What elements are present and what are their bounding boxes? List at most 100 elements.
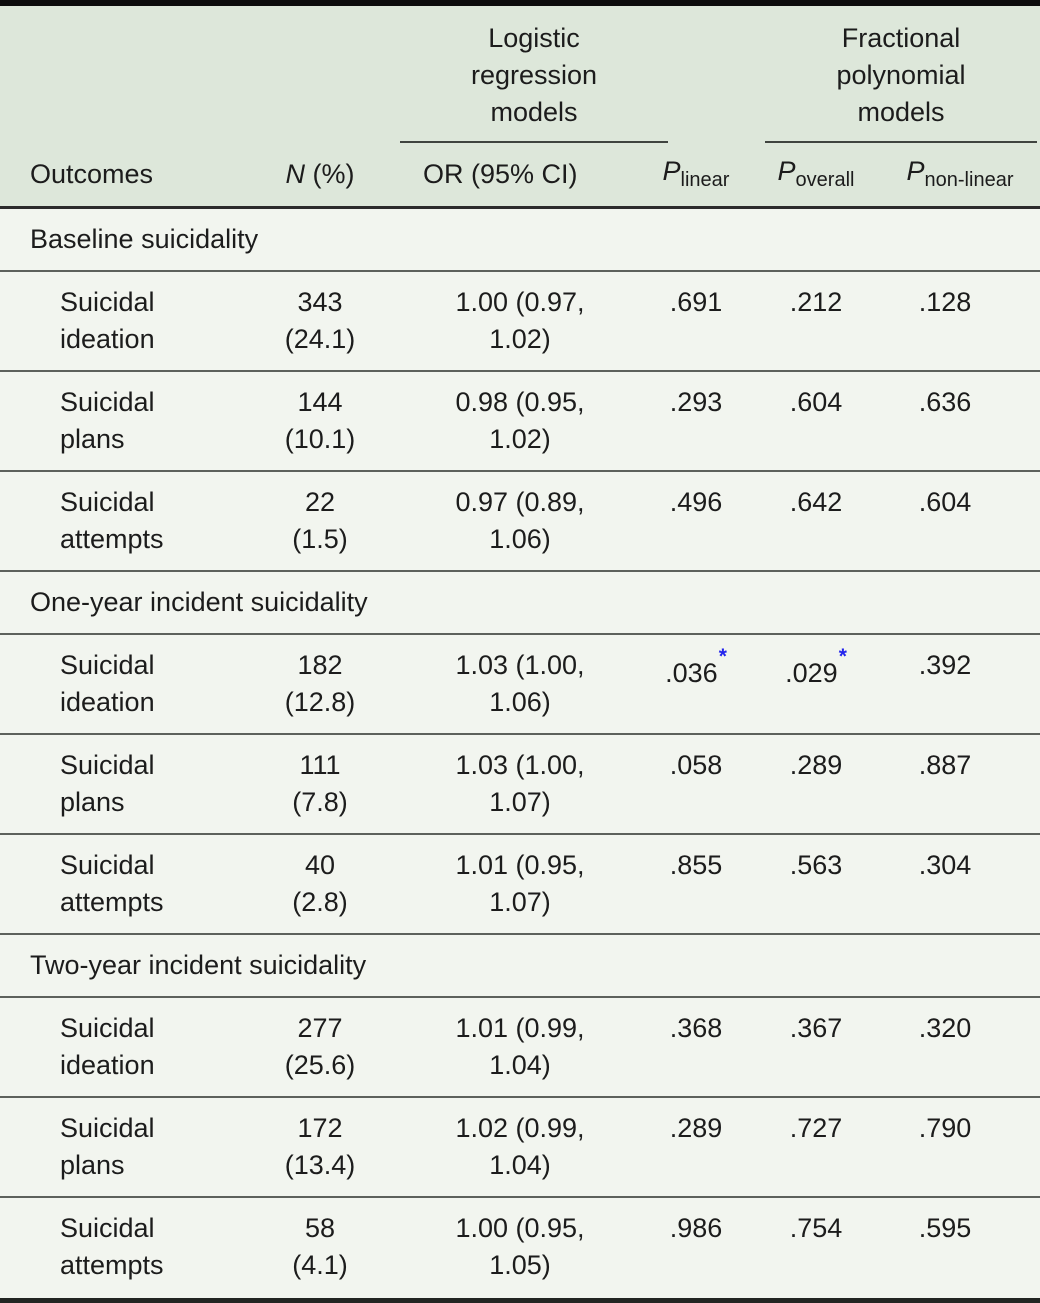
outcome-cell: Suicidal plans [60, 387, 155, 454]
n-percent-line: (13.4) [284, 1150, 356, 1180]
spanner-row: Logistic regression models Fractional po… [0, 20, 1040, 143]
or-ci-line: 1.07) [489, 787, 551, 817]
p-overall-cell: .642 [752, 484, 880, 521]
outcome-cell: Suicidal attempts [60, 487, 164, 554]
p-nonlinear-cell-value: .320 [918, 1013, 972, 1043]
n-symbol: N [285, 159, 306, 189]
n-percent-cell: 58 (4.1) [240, 1210, 400, 1284]
p-overall-cell-value: .029 [785, 658, 838, 688]
or-ci-line: 1.05) [489, 1250, 551, 1280]
p-nonlinear-cell-value: .128 [918, 287, 972, 317]
table-row: Suicidal attempts 22 (1.5) 0.97 (0.89, 1.06)… [0, 472, 1040, 572]
table-row: Suicidal attempts 40 (2.8) 1.01 (0.95, 1.07)… [0, 835, 1040, 935]
p-linear-cell-value: .496 [669, 487, 723, 517]
p-nonlinear-cell: .604 [880, 484, 1040, 521]
outcome-cell: Suicidal ideation [60, 650, 155, 717]
column-header-p-linear: Plinear [640, 153, 752, 193]
p-linear-cell: .289 [640, 1110, 752, 1147]
table-row: Suicidal attempts 58 (4.1) 1.00 (0.95, 1.05)… [0, 1198, 1040, 1298]
or-ci-line: 1.02 (0.99, [455, 1113, 585, 1143]
p-overall-cell-value: .289 [789, 750, 843, 780]
p-linear-subscript: linear [680, 169, 730, 191]
p-overall-subscript: overall [795, 169, 855, 191]
n-percent-line: 144 [297, 387, 343, 417]
spanner-logistic-regression: Logistic regression models [400, 20, 668, 143]
or-ci-line: 1.03 (1.00, [455, 750, 585, 780]
or-ci-line: 1.01 (0.95, [455, 850, 585, 880]
spanner-fractional-polynomial: Fractional polynomial models [765, 20, 1037, 143]
n-percent-line: (12.8) [284, 687, 356, 717]
p-nonlinear-cell: .392 [880, 647, 1040, 684]
p-linear-cell: .368 [640, 1010, 752, 1047]
p-overall-cell: .029* [752, 645, 880, 692]
table-row: Suicidal plans 111 (7.8) 1.03 (1.00, 1.07) .0… [0, 735, 1040, 835]
outcome-cell: Suicidal plans [60, 750, 155, 817]
p-overall-cell-value: .727 [789, 1113, 843, 1143]
p-linear-cell: .058 [640, 747, 752, 784]
table-section: Two-year incident suicidality Suicidal id… [0, 935, 1040, 1298]
or-ci-cell: 0.97 (0.89, 1.06) [400, 484, 640, 558]
column-header-p-nonlinear: Pnon-linear [880, 153, 1040, 193]
p-symbol: P [906, 156, 925, 186]
p-nonlinear-cell: .304 [880, 847, 1040, 884]
p-overall-cell: .727 [752, 1110, 880, 1147]
p-linear-cell: .986 [640, 1210, 752, 1247]
p-nonlinear-cell: .128 [880, 284, 1040, 321]
n-percent-cell: 111 (7.8) [240, 747, 400, 821]
p-nonlinear-cell: .790 [880, 1110, 1040, 1147]
p-symbol: P [777, 156, 796, 186]
or-ci-cell: 1.00 (0.97, 1.02) [400, 284, 640, 358]
column-header-n: N (%) [240, 156, 400, 193]
or-ci-line: 1.03 (1.00, [455, 650, 585, 680]
p-linear-cell: .496 [640, 484, 752, 521]
significance-star: * [838, 645, 847, 668]
n-percent-cell: 172 (13.4) [240, 1110, 400, 1184]
or-ci-line: 1.01 (0.99, [455, 1013, 585, 1043]
n-percent-cell: 22 (1.5) [240, 484, 400, 558]
or-ci-line: 1.04) [489, 1150, 551, 1180]
outcome-cell: Suicidal attempts [60, 850, 164, 917]
p-nonlinear-cell: .887 [880, 747, 1040, 784]
p-linear-cell: .691 [640, 284, 752, 321]
table-section: One-year incident suicidality Suicidal id… [0, 572, 1040, 935]
table-body: Baseline suicidality Suicidal ideation 343… [0, 209, 1040, 1298]
p-linear-cell-value: .368 [669, 1013, 723, 1043]
n-percent-line: 40 [304, 850, 336, 880]
p-nonlinear-subscript: non-linear [924, 169, 1014, 191]
n-percent-line: 343 [297, 287, 343, 317]
table-row: Suicidal ideation 343 (24.1) 1.00 (0.97, 1.0… [0, 272, 1040, 372]
or-ci-line: 1.02) [489, 324, 551, 354]
p-linear-cell-value: .036 [665, 658, 718, 688]
p-nonlinear-cell: .636 [880, 384, 1040, 421]
n-percent-cell: 277 (25.6) [240, 1010, 400, 1084]
or-ci-line: 0.98 (0.95, [455, 387, 585, 417]
n-percent-line: 172 [297, 1113, 343, 1143]
table-row: Suicidal ideation 277 (25.6) 1.01 (0.99, 1.0… [0, 998, 1040, 1098]
p-nonlinear-cell-value: .636 [918, 387, 972, 417]
p-linear-cell-value: .293 [669, 387, 723, 417]
n-percent-line: 277 [297, 1013, 343, 1043]
n-percent-line: (2.8) [292, 887, 348, 917]
n-percent-line: 22 [304, 487, 336, 517]
p-overall-cell-value: .563 [789, 850, 843, 880]
p-nonlinear-cell-value: .887 [918, 750, 972, 780]
section-title: Two-year incident suicidality [0, 935, 1040, 998]
p-overall-cell: .367 [752, 1010, 880, 1047]
p-linear-cell: .036* [640, 645, 752, 692]
outcome-cell: Suicidal plans [60, 1113, 155, 1180]
n-percent-line: 182 [297, 650, 343, 680]
n-percent-cell: 40 (2.8) [240, 847, 400, 921]
p-nonlinear-cell: .595 [880, 1210, 1040, 1247]
outcome-cell: Suicidal ideation [60, 1013, 155, 1080]
p-linear-cell-value: .058 [669, 750, 723, 780]
or-ci-line: 1.06) [489, 524, 551, 554]
p-nonlinear-cell-value: .304 [918, 850, 972, 880]
or-ci-cell: 1.01 (0.95, 1.07) [400, 847, 640, 921]
column-header-outcomes: Outcomes [30, 159, 154, 189]
or-ci-line: 0.97 (0.89, [455, 487, 585, 517]
p-overall-cell: .563 [752, 847, 880, 884]
p-linear-cell-value: .691 [669, 287, 723, 317]
p-overall-cell-value: .212 [789, 287, 843, 317]
p-overall-cell: .289 [752, 747, 880, 784]
p-nonlinear-cell: .320 [880, 1010, 1040, 1047]
